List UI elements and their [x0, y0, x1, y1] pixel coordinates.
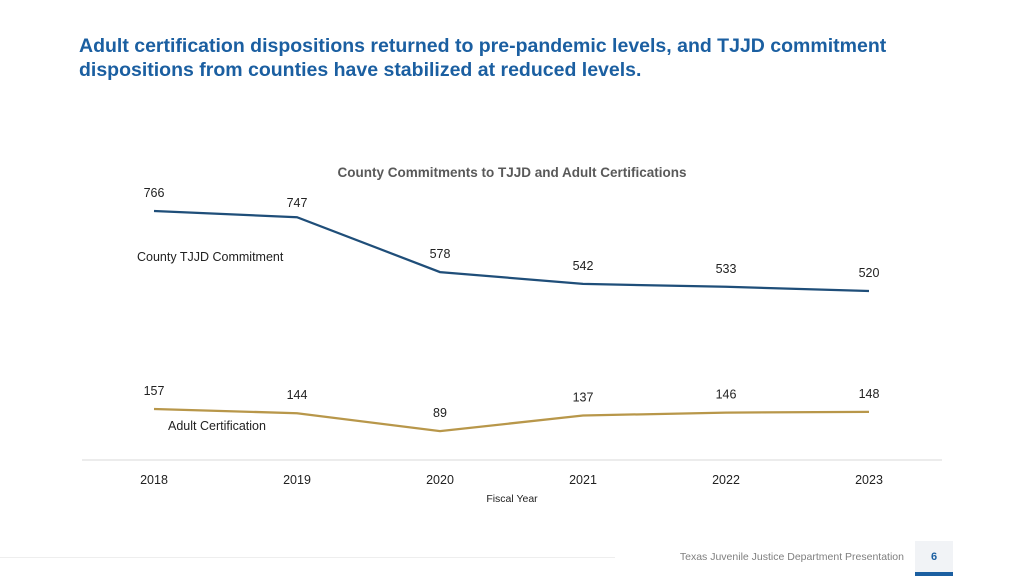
x-tick-label-2020: 2020 — [426, 473, 454, 487]
x-tick-label-2019: 2019 — [283, 473, 311, 487]
page-number-accent-bar — [915, 572, 953, 576]
data-label-county-tjjd-commitment-2023: 520 — [859, 266, 880, 280]
data-label-county-tjjd-commitment-2018: 766 — [144, 186, 165, 200]
data-label-county-tjjd-commitment-2019: 747 — [287, 196, 308, 210]
data-label-county-tjjd-commitment-2022: 533 — [716, 262, 737, 276]
page-number-badge: 6 — [915, 541, 953, 576]
slide-title: Adult certification dispositions returne… — [79, 35, 887, 81]
data-label-adult-certification-2019: 144 — [287, 388, 308, 402]
data-label-adult-certification-2021: 137 — [573, 391, 594, 405]
series-line-county-tjjd-commitment — [153, 209, 870, 293]
series-label-adult-certification: Adult Certification — [168, 419, 266, 433]
series-label-county-tjjd-commitment: County TJJD Commitment — [137, 250, 284, 264]
x-tick-label-2022: 2022 — [712, 473, 740, 487]
x-tick-label-2023: 2023 — [855, 473, 883, 487]
data-label-county-tjjd-commitment-2021: 542 — [573, 259, 594, 273]
data-label-adult-certification-2020: 89 — [433, 406, 447, 420]
chart-title: County Commitments to TJJD and Adult Cer… — [337, 165, 686, 180]
data-label-adult-certification-2018: 157 — [144, 384, 165, 398]
data-label-adult-certification-2022: 146 — [716, 388, 737, 402]
series-line-adult-certification — [153, 407, 870, 433]
footer-divider — [0, 557, 615, 558]
x-tick-label-2018: 2018 — [140, 473, 168, 487]
data-label-county-tjjd-commitment-2020: 578 — [430, 247, 451, 261]
page-number: 6 — [930, 551, 938, 563]
x-tick-label-2021: 2021 — [569, 473, 597, 487]
x-axis-title: Fiscal Year — [486, 493, 538, 505]
data-label-adult-certification-2023: 148 — [859, 387, 880, 401]
footer-text: Texas Juvenile Justice Department Presen… — [679, 551, 904, 563]
